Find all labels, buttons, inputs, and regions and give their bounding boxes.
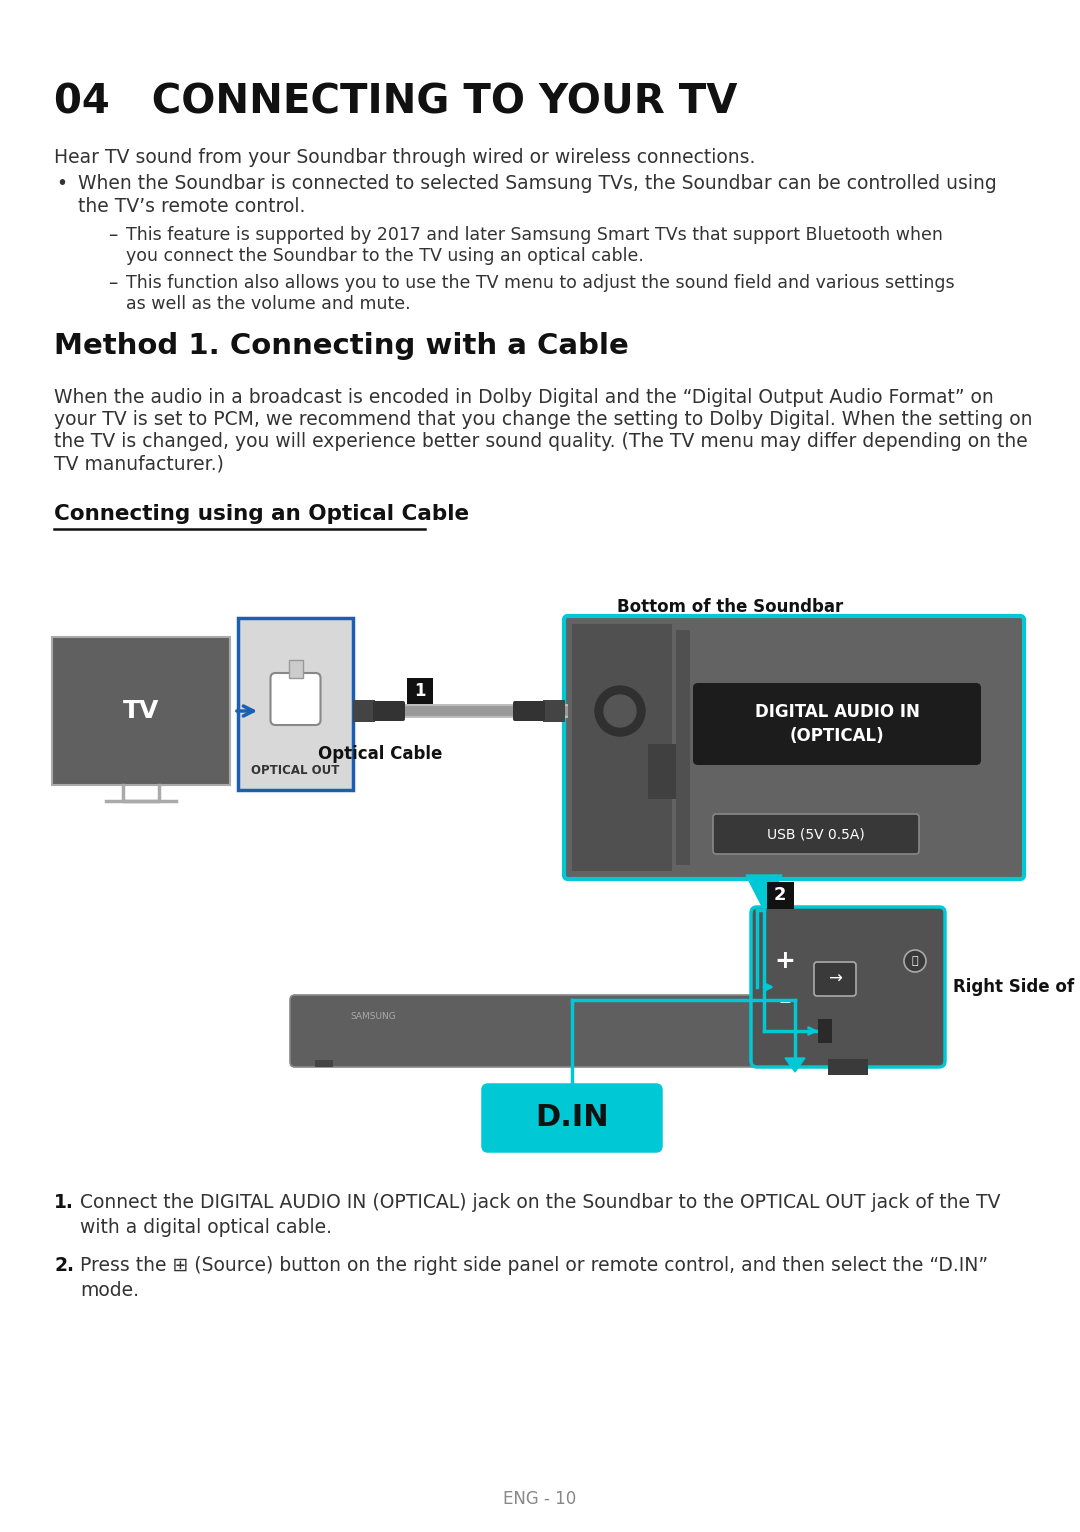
Text: This feature is supported by 2017 and later Samsung Smart TVs that support Bluet: This feature is supported by 2017 and la…: [126, 227, 943, 244]
FancyBboxPatch shape: [713, 813, 919, 853]
Circle shape: [904, 950, 926, 971]
Text: you connect the Soundbar to the TV using an optical cable.: you connect the Soundbar to the TV using…: [126, 247, 644, 265]
FancyBboxPatch shape: [270, 673, 321, 725]
Circle shape: [595, 686, 645, 735]
Text: –: –: [108, 227, 118, 245]
Text: as well as the volume and mute.: as well as the volume and mute.: [126, 296, 410, 313]
Bar: [767, 881, 794, 908]
Bar: [315, 1060, 333, 1066]
Text: Connecting using an Optical Cable: Connecting using an Optical Cable: [54, 504, 469, 524]
Text: 1.: 1.: [54, 1193, 73, 1212]
Text: →: →: [828, 970, 842, 988]
Bar: [407, 679, 433, 705]
Text: 2: 2: [773, 885, 786, 904]
Text: with a digital optical cable.: with a digital optical cable.: [80, 1218, 332, 1236]
FancyBboxPatch shape: [513, 702, 545, 722]
Text: This function also allows you to use the TV menu to adjust the sound field and v: This function also allows you to use the…: [126, 274, 955, 293]
Bar: [353, 700, 375, 722]
FancyBboxPatch shape: [693, 683, 981, 764]
FancyBboxPatch shape: [564, 616, 1024, 879]
Bar: [288, 660, 302, 679]
FancyBboxPatch shape: [373, 702, 405, 722]
Text: When the Soundbar is connected to selected Samsung TVs, the Soundbar can be cont: When the Soundbar is connected to select…: [78, 175, 997, 193]
Text: +: +: [774, 948, 796, 973]
Text: ⏻: ⏻: [912, 956, 918, 967]
Text: the TV’s remote control.: the TV’s remote control.: [78, 198, 306, 216]
Polygon shape: [746, 875, 782, 910]
Text: ENG - 10: ENG - 10: [503, 1491, 577, 1507]
Text: the TV is changed, you will experience better sound quality. (The TV menu may di: the TV is changed, you will experience b…: [54, 432, 1028, 450]
Text: 1: 1: [415, 682, 426, 700]
Bar: [818, 1019, 832, 1043]
Text: TV manufacturer.): TV manufacturer.): [54, 453, 224, 473]
Bar: [676, 630, 690, 866]
Text: –: –: [108, 274, 118, 293]
Text: Connect the DIGITAL AUDIO IN (OPTICAL) jack on the Soundbar to the OPTICAL OUT j: Connect the DIGITAL AUDIO IN (OPTICAL) j…: [80, 1193, 1000, 1212]
Text: Press the ⊞ (Source) button on the right side panel or remote control, and then : Press the ⊞ (Source) button on the right…: [80, 1256, 988, 1275]
Bar: [238, 617, 353, 791]
Text: USB (5V 0.5A): USB (5V 0.5A): [767, 827, 865, 841]
Text: •: •: [56, 175, 67, 193]
Circle shape: [604, 696, 636, 728]
FancyBboxPatch shape: [814, 962, 856, 996]
Text: D.IN: D.IN: [536, 1103, 609, 1132]
Text: Right Side of the Soundbar: Right Side of the Soundbar: [953, 977, 1080, 996]
Bar: [52, 637, 230, 784]
Bar: [800, 1060, 818, 1066]
Text: Bottom of the Soundbar: Bottom of the Soundbar: [617, 597, 843, 616]
Text: Hear TV sound from your Soundbar through wired or wireless connections.: Hear TV sound from your Soundbar through…: [54, 149, 755, 167]
FancyBboxPatch shape: [751, 907, 945, 1066]
Bar: [648, 743, 676, 798]
Text: 2.: 2.: [54, 1256, 75, 1275]
Text: Optical Cable: Optical Cable: [318, 745, 442, 763]
FancyBboxPatch shape: [291, 994, 835, 1066]
Text: mode.: mode.: [80, 1281, 139, 1301]
Bar: [572, 624, 672, 872]
Polygon shape: [785, 1059, 805, 1072]
Text: 04   CONNECTING TO YOUR TV: 04 CONNECTING TO YOUR TV: [54, 83, 738, 123]
Text: your TV is set to PCM, we recommend that you change the setting to Dolby Digital: your TV is set to PCM, we recommend that…: [54, 411, 1032, 429]
Text: TV: TV: [123, 699, 159, 723]
Text: DIGITAL AUDIO IN
(OPTICAL): DIGITAL AUDIO IN (OPTICAL): [755, 703, 919, 745]
Text: When the audio in a broadcast is encoded in Dolby Digital and the “Digital Outpu: When the audio in a broadcast is encoded…: [54, 388, 994, 408]
Text: OPTICAL OUT: OPTICAL OUT: [252, 764, 340, 777]
FancyBboxPatch shape: [483, 1085, 661, 1151]
Bar: [828, 1059, 868, 1075]
Text: Method 1. Connecting with a Cable: Method 1. Connecting with a Cable: [54, 332, 629, 360]
Text: –: –: [779, 990, 792, 1013]
Text: SAMSUNG: SAMSUNG: [350, 1013, 395, 1020]
Bar: [543, 700, 565, 722]
